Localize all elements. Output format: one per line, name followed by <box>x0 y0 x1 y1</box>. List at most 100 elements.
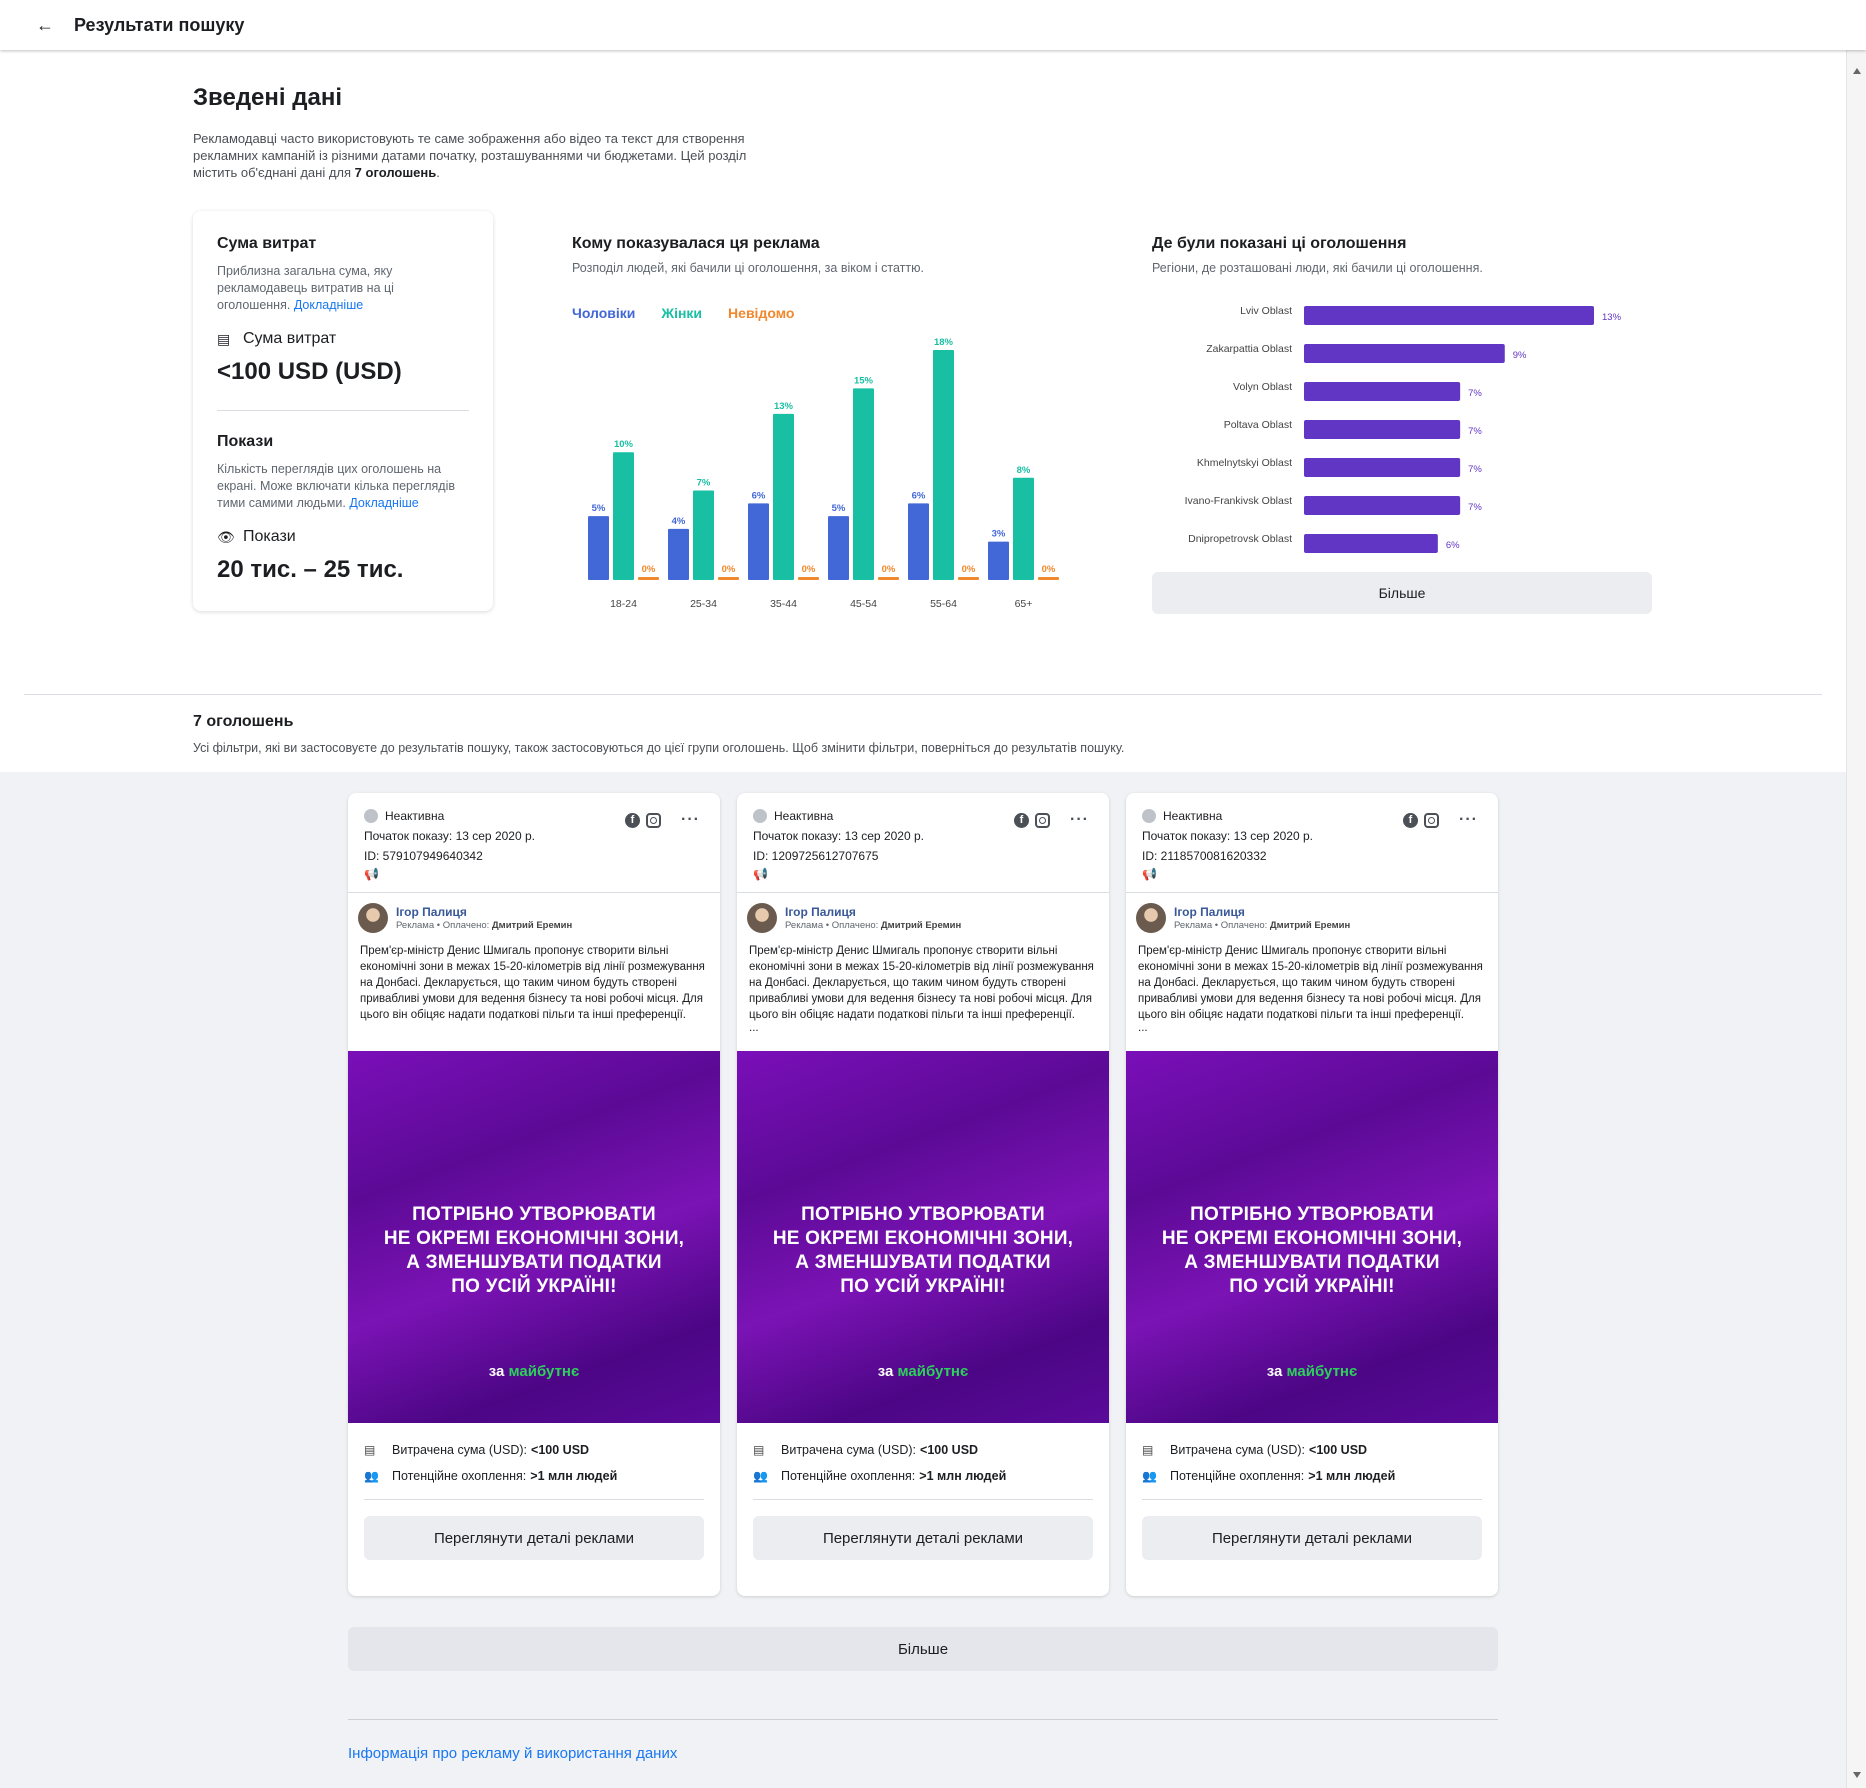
money-icon: ▤ <box>1142 1443 1154 1457</box>
page-title[interactable]: Результати пошуку <box>74 14 245 35</box>
impressions-learn-more-link[interactable]: Докладніше <box>349 496 419 510</box>
money-icon: ▤ <box>217 330 231 347</box>
more-options-icon[interactable]: ··· <box>1459 811 1478 828</box>
age-bar-label: 0% <box>962 564 976 575</box>
advertiser-meta: Реклама • Оплачено: Дмитрий Еремин <box>396 920 572 931</box>
ad-spent-value: <100 USD <box>1309 1443 1368 1457</box>
ad-reach-value: >1 млн людей <box>1308 1469 1396 1483</box>
region-label: Ivano-Frankivsk Oblast <box>1185 495 1292 507</box>
advertiser-name[interactable]: Ігор Палиця <box>785 905 856 919</box>
advertiser-row: Ігор Палиця Реклама • Оплачено: Дмитрий … <box>348 893 720 933</box>
view-ad-details-button[interactable]: Переглянути деталі реклами <box>753 1516 1093 1560</box>
people-icon: 👥 <box>753 1469 768 1483</box>
age-bar-label: 0% <box>802 564 816 575</box>
region-value-label: 7% <box>1468 502 1482 513</box>
spend-impressions-card: Сума витрат Приблизна загальна сума, яку… <box>193 211 493 611</box>
region-label: Khmelnytskyi Oblast <box>1197 457 1292 469</box>
ads-filter-note: Усі фільтри, які ви застосовуєте до резу… <box>193 741 1125 755</box>
region-label: Poltava Oblast <box>1224 419 1292 431</box>
summary-title: Зведені дані <box>193 84 342 111</box>
view-ad-details-button[interactable]: Переглянути деталі реклами <box>1142 1516 1482 1560</box>
age-bar <box>908 503 929 580</box>
scrollbar[interactable] <box>1846 50 1866 1788</box>
region-bar <box>1304 306 1594 325</box>
ad-spent: ▤ Витрачена сума (USD): <100 USD <box>753 1443 1093 1457</box>
megaphone-icon: 📢 <box>364 867 379 881</box>
more-options-icon[interactable]: ··· <box>681 811 700 828</box>
impressions-metric-label: 👁 Покази <box>217 528 469 546</box>
inactive-status-icon <box>364 809 378 823</box>
brand-word-a: за <box>488 1363 505 1380</box>
ad-card: Неактивна Початок показу: 13 сер 2020 р.… <box>348 793 720 1596</box>
advertiser-name[interactable]: Ігор Палиця <box>396 905 467 919</box>
demographics-legend: Чоловіки Жінки Невідомо <box>572 305 794 321</box>
ad-body-text: Прем'єр-міністр Денис Шмигаль пропонує с… <box>1126 933 1498 1051</box>
scroll-up-icon[interactable] <box>1853 68 1861 74</box>
avatar[interactable] <box>747 903 777 933</box>
avatar[interactable] <box>1136 903 1166 933</box>
spend-learn-more-link[interactable]: Докладніше <box>293 298 364 312</box>
ads-count-title: 7 оголошень <box>193 713 294 730</box>
ad-reach: 👥 Потенційне охоплення: >1 млн людей <box>753 1469 1093 1483</box>
ad-id: ID: 2118570081620332 <box>1142 849 1267 863</box>
ad-reach-label: Потенційне охоплення: <box>781 1469 916 1483</box>
regions-subtitle: Регіони, де розташовані люди, які бачили… <box>1152 261 1483 275</box>
age-bar-label: 8% <box>1017 465 1031 476</box>
ad-info-link[interactable]: Інформація про рекламу й використання да… <box>348 1745 678 1762</box>
region-bar <box>1304 458 1461 477</box>
meta-payer: Дмитрий Еремин <box>491 920 573 931</box>
age-tick-label: 65+ <box>1015 598 1033 610</box>
regions-more-button[interactable]: Більше <box>1152 572 1652 614</box>
people-icon: 👥 <box>364 1469 379 1483</box>
ad-creative-image[interactable]: ПОТРІБНО УТВОРЮВАТИ НЕ ОКРЕМІ ЕКОНОМІЧНІ… <box>1126 1051 1498 1423</box>
inactive-status-icon <box>1142 809 1156 823</box>
summary-desc-count: 7 оголошень <box>354 165 437 180</box>
ad-card: Неактивна Початок показу: 13 сер 2020 р.… <box>737 793 1109 1596</box>
spend-metric-label-text: Сума витрат <box>243 330 337 347</box>
brand-word-a: за <box>1266 1363 1283 1380</box>
ad-platforms: f ··· <box>625 811 700 829</box>
age-bar-label: 4% <box>672 516 686 527</box>
region-bar <box>1304 382 1461 401</box>
ad-stats: ▤ Витрачена сума (USD): <100 USD 👥 Потен… <box>1126 1423 1498 1483</box>
region-value-label: 7% <box>1468 388 1482 399</box>
summary-description: Рекламодавці часто використовують те сам… <box>193 130 763 181</box>
region-bar <box>1304 534 1438 553</box>
more-options-icon[interactable]: ··· <box>1070 811 1089 828</box>
age-bar <box>828 516 849 580</box>
age-bar <box>878 577 899 580</box>
impressions-title: Покази <box>217 433 274 450</box>
ad-status-text: Неактивна <box>1163 809 1223 823</box>
advertiser-name[interactable]: Ігор Палиця <box>1174 905 1245 919</box>
view-ad-details-button[interactable]: Переглянути деталі реклами <box>364 1516 704 1560</box>
age-bar <box>613 452 634 580</box>
ad-id: ID: 579107949640342 <box>364 849 483 863</box>
scroll-down-icon[interactable] <box>1853 1772 1861 1778</box>
meta-prefix: Реклама • Оплачено: <box>396 920 492 931</box>
brand-word-b: майбутнє <box>897 1363 969 1380</box>
age-tick-label: 55-64 <box>930 598 957 610</box>
region-value-label: 7% <box>1468 426 1482 437</box>
avatar[interactable] <box>358 903 388 933</box>
meta-payer: Дмитрий Еремин <box>1269 920 1351 931</box>
creative-headline: ПОТРІБНО УТВОРЮВАТИ НЕ ОКРЕМІ ЕКОНОМІЧНІ… <box>383 1204 685 1297</box>
meta-prefix: Реклама • Оплачено: <box>785 920 881 931</box>
ad-divider <box>1142 1499 1482 1500</box>
back-arrow-icon[interactable]: ← <box>36 14 54 35</box>
instagram-icon <box>1035 812 1051 828</box>
creative-brand-logo: за майбутнє <box>1126 1363 1498 1380</box>
age-tick-label: 18-24 <box>610 598 637 610</box>
money-icon: ▤ <box>364 1443 376 1457</box>
ad-start-date: Початок показу: 13 сер 2020 р. <box>364 829 535 843</box>
ad-stats: ▤ Витрачена сума (USD): <100 USD 👥 Потен… <box>737 1423 1109 1483</box>
ad-card: Неактивна Початок показу: 13 сер 2020 р.… <box>1126 793 1498 1596</box>
ads-more-button[interactable]: Більше <box>348 1627 1498 1671</box>
ad-spent-value: <100 USD <box>531 1443 590 1457</box>
ad-creative-image[interactable]: ПОТРІБНО УТВОРЮВАТИ НЕ ОКРЕМІ ЕКОНОМІЧНІ… <box>737 1051 1109 1423</box>
ad-body-text: Прем'єр-міністр Денис Шмигаль пропонує с… <box>737 933 1109 1051</box>
creative-headline: ПОТРІБНО УТВОРЮВАТИ НЕ ОКРЕМІ ЕКОНОМІЧНІ… <box>772 1204 1074 1297</box>
ad-stats: ▤ Витрачена сума (USD): <100 USD 👥 Потен… <box>348 1423 720 1483</box>
advertiser-info: Ігор Палиця Реклама • Оплачено: Дмитрий … <box>1174 905 1350 931</box>
age-bar <box>958 577 979 580</box>
ad-creative-image[interactable]: ПОТРІБНО УТВОРЮВАТИ НЕ ОКРЕМІ ЕКОНОМІЧНІ… <box>348 1051 720 1423</box>
